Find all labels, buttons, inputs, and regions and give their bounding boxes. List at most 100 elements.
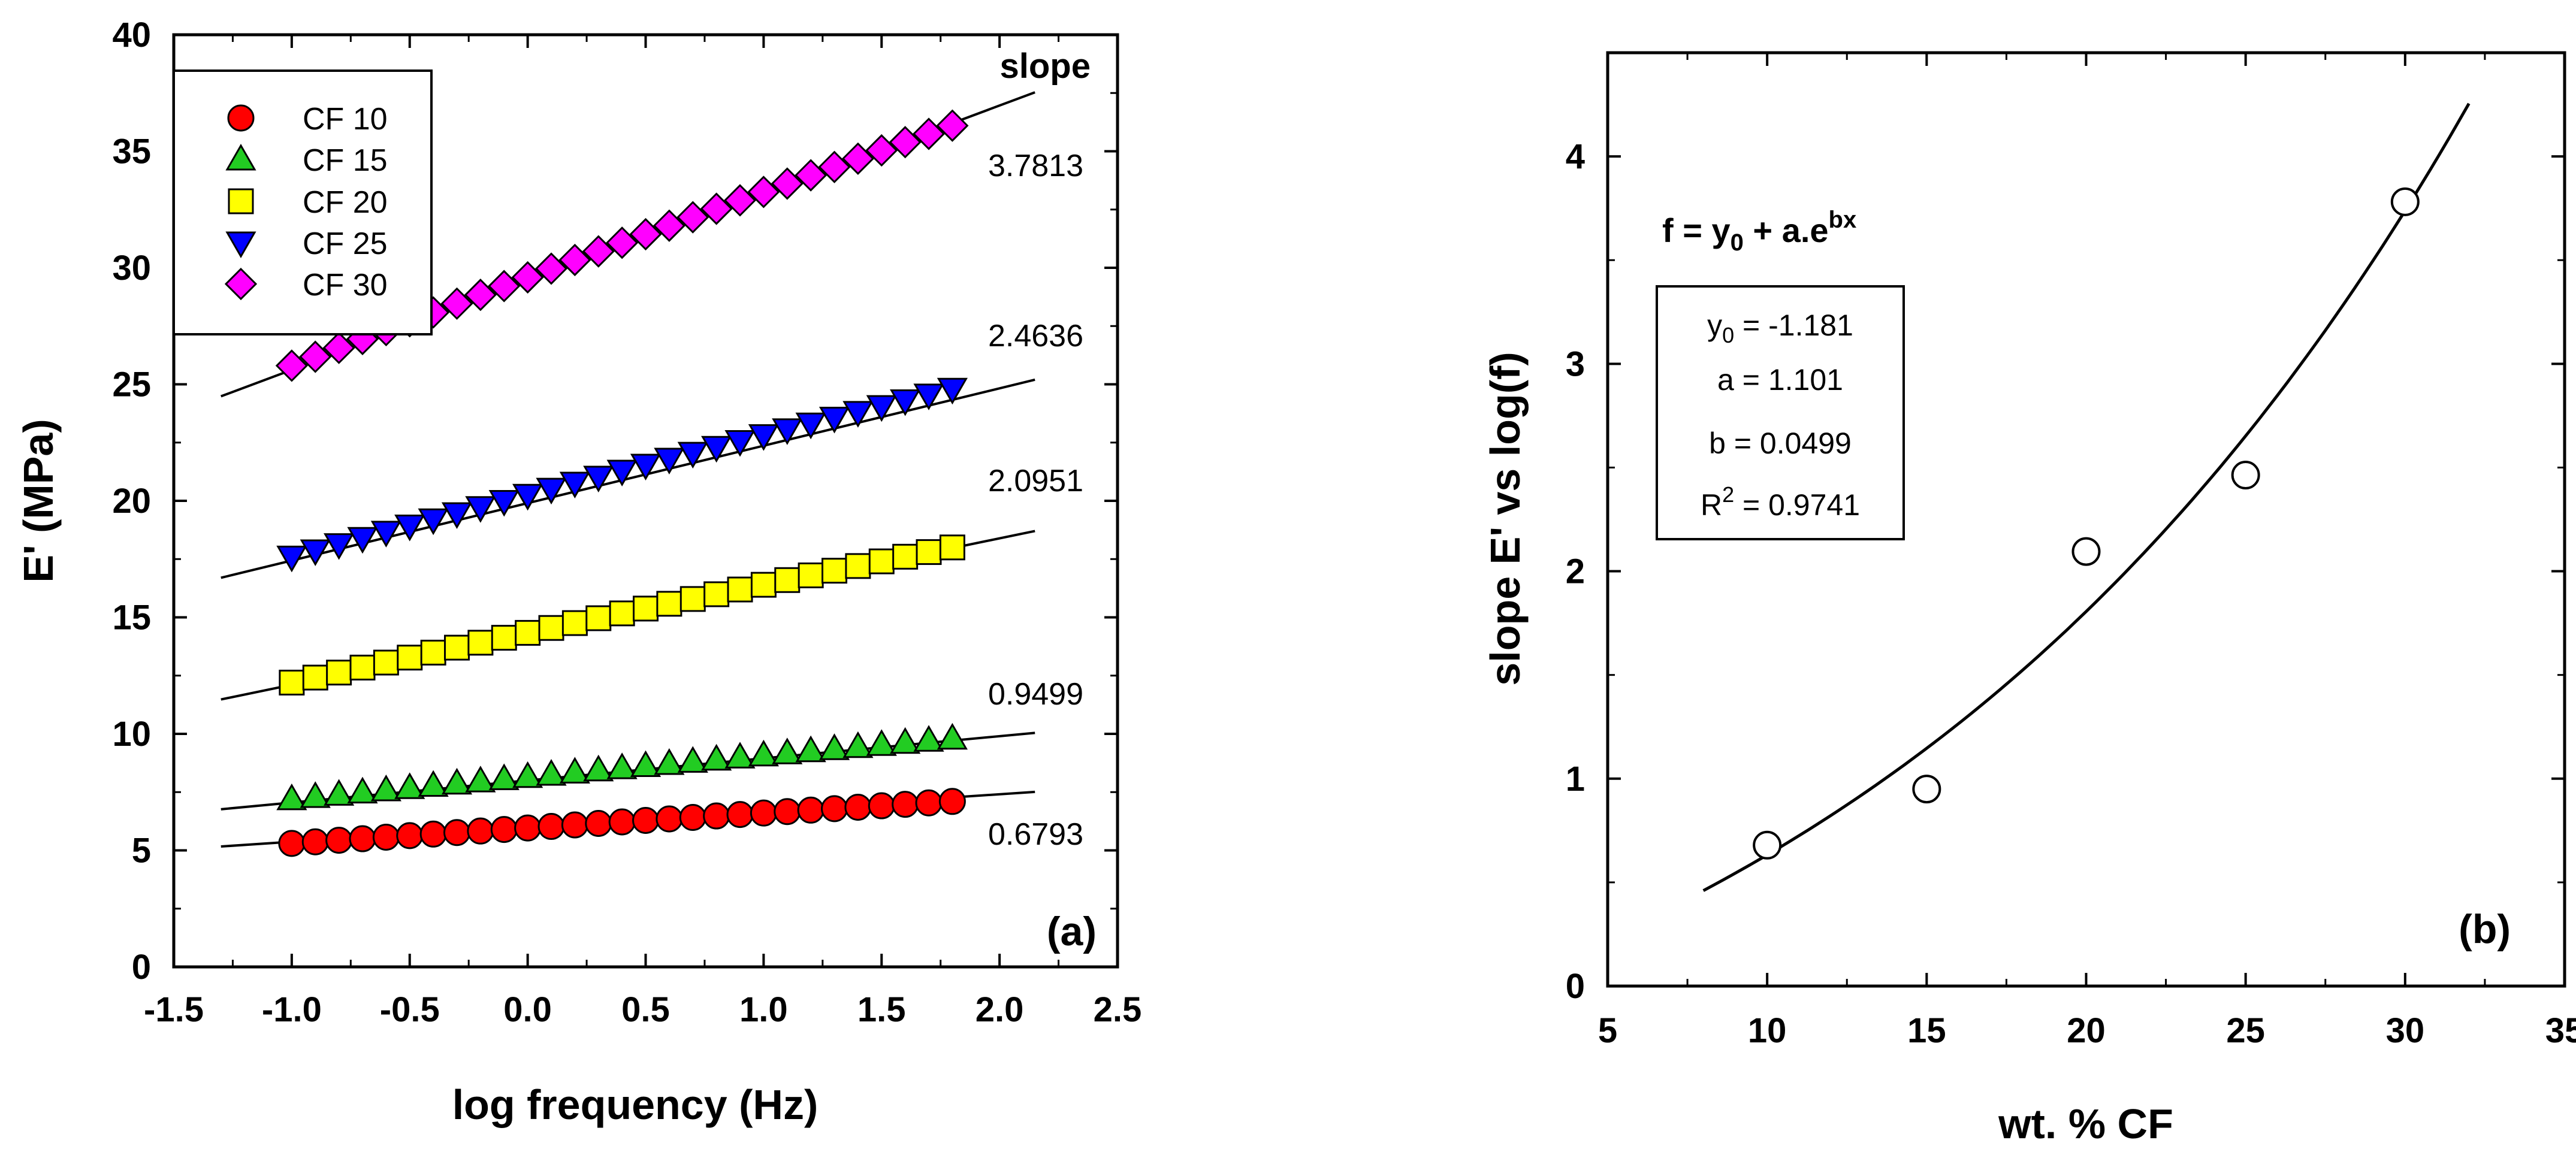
data-point — [890, 389, 921, 416]
data-point — [677, 746, 708, 773]
y-tick-label: 35 — [112, 132, 151, 171]
data-point — [514, 814, 542, 842]
data-point — [325, 827, 353, 854]
param-b: b = 0.0499 — [1709, 427, 1852, 460]
y-tick-label: 40 — [112, 16, 151, 55]
data-point — [396, 822, 424, 849]
data-point — [747, 176, 780, 208]
data-points-a — [275, 109, 969, 857]
data-point — [536, 759, 567, 786]
y-tick-label: 5 — [132, 832, 151, 870]
x-tick-label: 25 — [2226, 1011, 2265, 1050]
legend-marker-shape — [225, 231, 256, 259]
data-point — [748, 424, 779, 451]
data-point — [842, 401, 874, 428]
chart-panel-a: -1.5 -1.0 -0.5 0.0 0.5 1.0 1.5 2.0 2.5 0 5 10 15 20 25… — [15, 16, 1141, 1128]
data-point — [680, 586, 706, 612]
x-tick-label: 20 — [2067, 1011, 2106, 1050]
data-point — [512, 483, 543, 511]
data-point — [467, 630, 494, 656]
data-point — [324, 779, 355, 806]
data-point — [841, 142, 874, 175]
data-point — [724, 742, 756, 769]
x-tick-label: 2.0 — [976, 990, 1024, 1029]
x-tick-label: 15 — [1907, 1011, 1946, 1050]
data-point — [913, 725, 944, 752]
data-point — [349, 825, 376, 852]
legend-marker-cf10 — [227, 104, 255, 132]
x-tick-label: -0.5 — [380, 990, 440, 1029]
data-point — [653, 209, 685, 242]
parameter-box-frame — [1656, 285, 1905, 540]
fit-equation: f = y0 + a.ebx — [1662, 207, 1856, 256]
data-point — [654, 748, 685, 775]
data-point — [275, 349, 308, 382]
data-point — [582, 235, 615, 268]
data-point — [842, 731, 874, 758]
slope-header: slope — [1000, 47, 1091, 86]
data-point — [299, 340, 332, 373]
data-point — [795, 735, 826, 763]
data-point — [630, 453, 662, 480]
data-point — [892, 791, 919, 818]
data-point — [889, 126, 922, 159]
data-point — [418, 508, 449, 536]
data-point — [394, 772, 425, 799]
data-point — [677, 442, 708, 469]
data-point — [443, 819, 470, 846]
data-point — [322, 331, 355, 364]
legend-marker-shape — [224, 267, 258, 301]
param-r2: R2 = 0.9741 — [1701, 482, 1860, 522]
data-point — [370, 521, 401, 548]
data-point — [2231, 461, 2260, 490]
y-tick-label: 0 — [1566, 967, 1585, 1006]
data-point — [937, 377, 968, 405]
data-point — [464, 279, 497, 312]
data-point — [818, 150, 851, 183]
data-point — [936, 109, 969, 142]
slope-label-cf15: 0.9499 — [988, 677, 1083, 712]
y-tick-label: 15 — [112, 598, 151, 637]
data-point — [583, 465, 614, 492]
exponential-fit-curve — [1702, 102, 2471, 892]
data-point — [632, 806, 659, 834]
data-point — [629, 217, 662, 251]
series-cf30 — [275, 109, 969, 382]
data-point — [771, 167, 804, 200]
data-point — [490, 816, 518, 843]
x-axis-title-a: log frequency (Hz) — [452, 1081, 819, 1128]
data-point — [606, 459, 638, 486]
y-tick-label: 4 — [1566, 137, 1585, 176]
data-point — [278, 830, 306, 857]
data-point — [774, 798, 801, 826]
panel-label-a: (a) — [1047, 909, 1097, 954]
data-point — [585, 809, 612, 837]
data-point — [349, 654, 376, 681]
x-tick-label: -1.0 — [262, 990, 322, 1029]
data-point — [488, 489, 520, 517]
data-point — [441, 502, 473, 529]
y-tick-label: 3 — [1566, 344, 1585, 383]
param-y0: y0 = -1.181 — [1707, 309, 1853, 347]
data-point — [372, 823, 400, 851]
slope-label-cf25: 2.4636 — [988, 319, 1083, 353]
data-point — [844, 793, 872, 821]
data-point — [866, 729, 897, 756]
data-point — [1753, 830, 1782, 860]
data-point — [748, 739, 779, 767]
data-point — [679, 804, 706, 832]
data-point — [561, 610, 588, 636]
data-point — [845, 553, 871, 579]
legend-label-cf15: CF 15 — [303, 143, 388, 178]
data-point — [701, 436, 732, 463]
legend-item-cf30: CF 30 — [224, 267, 388, 303]
data-point — [703, 802, 730, 830]
data-point — [819, 733, 850, 760]
legend-item-cf25: CF 25 — [225, 226, 388, 261]
data-point — [630, 750, 662, 778]
data-point — [440, 287, 473, 320]
data-point — [558, 243, 591, 277]
series-cf25 — [276, 377, 968, 573]
fit-line-cf25 — [221, 378, 1035, 579]
legend-label-cf25: CF 25 — [303, 226, 388, 261]
